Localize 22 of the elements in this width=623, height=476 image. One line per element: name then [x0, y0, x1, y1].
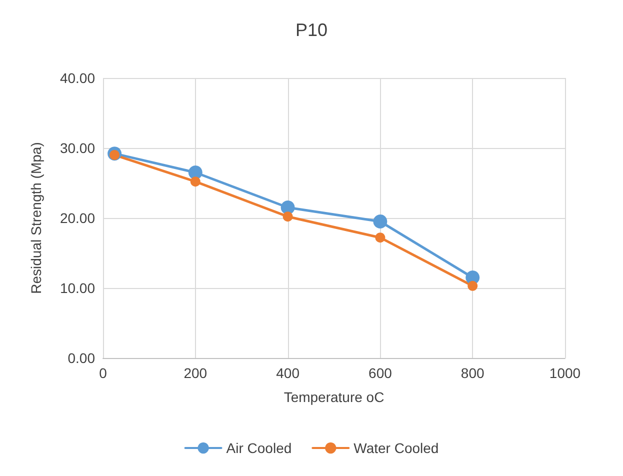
y-tick-label: 10.00	[60, 280, 96, 296]
x-tick-label: 400	[276, 365, 300, 381]
x-axis-title: Temperature oC	[284, 389, 384, 405]
point	[188, 166, 202, 180]
point	[468, 280, 478, 291]
x-tick-label: 600	[368, 365, 392, 381]
y-tick-label: 0.00	[68, 350, 96, 366]
x-tick-label: 0	[99, 365, 108, 381]
y-tick-label: 40.00	[60, 70, 96, 86]
legend-label: Air Cooled	[226, 440, 292, 456]
y-axis-title: Residual Strength (Mpa)	[28, 142, 44, 294]
y-tick-label: 30.00	[60, 140, 96, 156]
x-tick-label: 1000	[549, 365, 581, 381]
y-tick-label: 20.00	[60, 210, 96, 226]
point	[190, 176, 200, 187]
x-tick-label: 800	[460, 365, 484, 381]
legend-label: Water Cooled	[354, 440, 439, 456]
x-tick-label: 200	[184, 365, 208, 381]
point	[282, 212, 293, 222]
point	[375, 232, 386, 243]
point	[373, 214, 388, 228]
chart-title: P10	[295, 20, 328, 40]
